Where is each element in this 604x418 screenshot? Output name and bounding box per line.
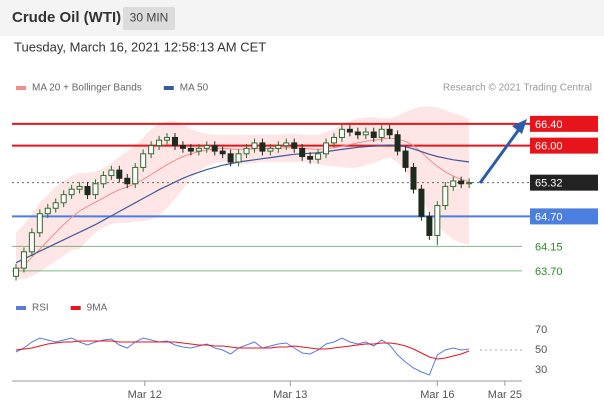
candle-body [179, 145, 186, 149]
source: Research © 2021 Trading Central [443, 83, 592, 94]
title: Crude Oil (WTI) [12, 9, 121, 26]
header-bar [0, 0, 604, 36]
candle-body [458, 180, 465, 185]
ma-line [15, 144, 470, 264]
candle-body [442, 185, 449, 207]
candle-body [362, 131, 369, 136]
legend-label: 9MA [87, 303, 108, 314]
candle-body [36, 213, 43, 234]
candle-body [164, 136, 171, 141]
candle-body [402, 150, 409, 168]
candle-body [68, 188, 75, 196]
candle-body [330, 136, 337, 144]
candle-body [195, 147, 202, 152]
candle-body [100, 175, 107, 185]
candle-body [323, 142, 330, 155]
legend-label: MA 50 [180, 83, 209, 94]
level-label: 64.70 [535, 211, 563, 223]
candle-body [12, 267, 19, 277]
y-tick-label: 30 [535, 364, 547, 376]
level-box [530, 174, 598, 191]
candle-body [394, 134, 401, 152]
legend-label: MA 20 + Bollinger Bands [32, 83, 142, 94]
arrow-head [512, 119, 527, 134]
candle-body [235, 153, 242, 163]
candle-body [370, 131, 377, 138]
candle-body [354, 131, 361, 136]
candle-body [187, 147, 194, 152]
candle-body [418, 188, 425, 217]
y-tick-label: 70 [535, 324, 547, 336]
rsi-line [15, 337, 470, 376]
candle-body [60, 194, 67, 204]
candle-body [307, 156, 314, 160]
candle-body [243, 147, 250, 155]
candle-body [76, 185, 83, 190]
candle-body [28, 232, 35, 253]
candle-body [251, 142, 258, 149]
candle-body [346, 128, 353, 133]
candle-body [338, 128, 345, 138]
level-box [530, 208, 598, 225]
level-label: 66.00 [535, 141, 563, 153]
rsi-line [15, 340, 470, 360]
candle-body [434, 205, 441, 236]
candle-body [140, 153, 147, 168]
ma-line [15, 137, 470, 272]
candle-body [450, 180, 457, 187]
legend-swatch [70, 306, 81, 310]
candle-body [291, 142, 298, 149]
x-tick-label: Mar 13 [273, 389, 307, 401]
x-tick-label: Mar 16 [420, 389, 454, 401]
candle-body [124, 177, 131, 185]
level-box [530, 115, 598, 132]
bollinger-band [16, 106, 470, 280]
interval[interactable]: 30 MIN [130, 11, 169, 25]
candle-body [84, 185, 91, 196]
candle-body [259, 142, 266, 152]
level-label: 64.15 [535, 241, 563, 253]
candle-body [44, 207, 51, 215]
candle-body [466, 182, 473, 185]
legend-swatch [16, 306, 26, 310]
candle-body [211, 145, 218, 152]
candle-body [203, 145, 210, 149]
candle-body [315, 153, 322, 160]
legend-label: RSI [32, 303, 49, 314]
interval-badge[interactable] [123, 7, 175, 30]
level-label: 65.32 [535, 178, 563, 190]
candle-body [92, 183, 99, 196]
candle-body [108, 169, 115, 177]
level-box [530, 137, 598, 154]
legend-swatch [16, 86, 26, 90]
candle-body [299, 147, 306, 158]
candle-body [116, 169, 123, 179]
candle-body [20, 251, 27, 269]
candle-body [52, 202, 59, 209]
candle-body [156, 139, 163, 147]
candle-body [171, 136, 178, 147]
candle-body [275, 145, 282, 149]
candle-body [227, 153, 234, 163]
candle-body [378, 128, 385, 138]
candle-body [219, 150, 226, 155]
candle-body [283, 142, 290, 147]
candle-body [426, 215, 433, 236]
date: Tuesday, March 16, 2021 12:58:13 AM CET [14, 39, 266, 54]
level-label: 63.70 [535, 266, 563, 278]
candle-body [267, 147, 274, 152]
legend-swatch [163, 86, 174, 90]
candle-body [148, 145, 155, 155]
candle-body [410, 166, 417, 190]
x-tick-label: Mar 12 [128, 389, 162, 401]
candle-body [386, 128, 393, 136]
y-tick-label: 50 [535, 344, 547, 356]
arrow [478, 127, 522, 184]
level-label: 66.40 [535, 119, 563, 131]
x-tick-label: Mar 25 [488, 389, 522, 401]
candle-body [132, 166, 139, 185]
